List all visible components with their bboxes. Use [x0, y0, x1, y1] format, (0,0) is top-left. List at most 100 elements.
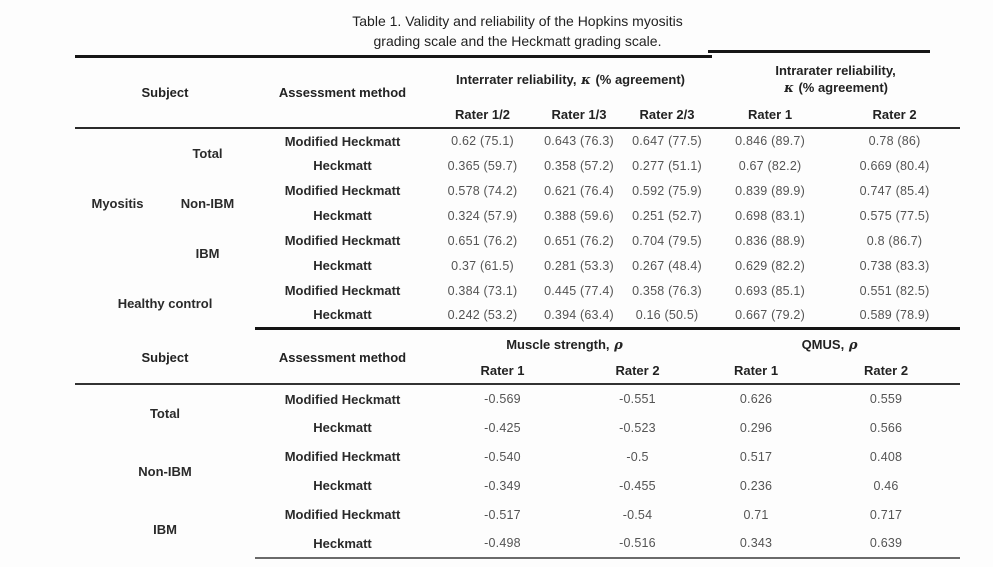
value-cell: -0.349	[484, 478, 521, 493]
table-row: Non-IBM Modified Heckmatt 0.578 (74.2) 0…	[75, 178, 960, 211]
value-cell: 0.251 (52.7)	[632, 208, 702, 223]
value-cell: -0.551	[619, 392, 656, 406]
row-group-myositis: Myositis	[91, 196, 144, 211]
interrater-agreement-label: (% agreement)	[595, 72, 686, 87]
kappa-symbol: κ	[784, 80, 794, 96]
value-cell: 0.621 (76.4)	[544, 183, 614, 198]
header-qmus-rater-2: Rater 2	[812, 358, 961, 385]
value-cell: 0.236	[739, 478, 773, 493]
header-rater-1-3: Rater 1/3	[535, 102, 623, 129]
table-row: IBM Modified Heckmatt 0.651 (76.2) 0.651…	[75, 228, 960, 261]
value-cell: 0.8 (86.7)	[866, 233, 923, 248]
value-cell: 0.358 (57.2)	[544, 158, 614, 173]
value-cell: 0.324 (57.9)	[447, 208, 518, 223]
value-cell: 0.566	[869, 420, 903, 435]
header-subject: Subject	[75, 58, 255, 129]
value-cell: 0.242 (53.2)	[430, 303, 535, 330]
value-cell: 0.394 (63.4)	[535, 303, 623, 330]
value-cell: 0.408	[869, 449, 903, 464]
method-cell: Heckmatt	[255, 303, 430, 330]
value-cell: 0.16 (50.5)	[623, 303, 712, 330]
value-cell: 0.384 (73.1)	[447, 283, 518, 298]
value-cell: 0.651 (76.2)	[544, 233, 614, 248]
value-cell: -0.425	[484, 420, 521, 435]
value-cell: 0.277 (51.1)	[632, 158, 702, 173]
value-cell: 0.643 (76.3)	[544, 134, 614, 148]
value-cell: 0.747 (85.4)	[859, 183, 930, 198]
method-cell: Heckmatt	[313, 478, 372, 493]
header-rater-2-3: Rater 2/3	[623, 102, 712, 129]
intrarater-label: Intrarater reliability,	[775, 62, 896, 78]
value-cell: 0.365 (59.7)	[447, 158, 518, 173]
value-cell: -0.516	[575, 529, 701, 559]
header-assessment-method: Assessment method	[255, 331, 430, 385]
method-cell: Modified Heckmatt	[284, 507, 401, 522]
value-cell: 0.388 (59.6)	[544, 208, 614, 223]
reliability-table: Subject Assessment method Interrater rel…	[75, 58, 961, 330]
subject-healthy-control: Healthy control	[117, 295, 213, 311]
value-cell: 0.62 (75.1)	[451, 134, 514, 148]
rho-symbol: ρ	[614, 337, 623, 353]
muscle-strength-label: Muscle strength,	[506, 336, 610, 352]
value-cell: 0.639	[812, 529, 961, 559]
table-row: Heckmatt 0.365 (59.7) 0.358 (57.2) 0.277…	[75, 153, 960, 178]
method-cell: Modified Heckmatt	[284, 233, 401, 248]
header-muscle-rater-1: Rater 1	[430, 358, 575, 385]
value-cell: -0.54	[622, 507, 653, 522]
method-cell: Heckmatt	[313, 258, 372, 273]
header-subject: Subject	[75, 331, 255, 385]
subject-non-ibm: Non-IBM	[180, 195, 235, 211]
top-rule-left-segment	[75, 55, 712, 58]
value-cell: -0.540	[484, 449, 521, 464]
subject-total: Total	[149, 406, 181, 421]
value-cell: 0.592 (75.9)	[632, 183, 702, 198]
value-cell: 0.267 (48.4)	[632, 258, 702, 273]
table-row: Heckmatt -0.349 -0.455 0.236 0.46	[75, 471, 960, 500]
method-cell: Modified Heckmatt	[284, 283, 401, 298]
table-title: Table 1. Validity and reliability of the…	[75, 12, 960, 51]
subject-ibm: IBM	[195, 245, 220, 261]
intrarater-agreement-label: (% agreement)	[798, 79, 889, 95]
value-cell: 0.296	[739, 420, 773, 435]
qmus-label: QMUS,	[801, 336, 845, 352]
value-cell: 0.46	[873, 478, 899, 493]
value-cell: 0.626	[739, 392, 773, 406]
table-row: Heckmatt -0.425 -0.523 0.296 0.566	[75, 413, 960, 442]
value-cell: 0.693 (85.1)	[735, 283, 805, 298]
method-cell: Heckmatt	[255, 529, 430, 559]
value-cell: 0.559	[869, 392, 903, 406]
table-row: Heckmatt 0.242 (53.2) 0.394 (63.4) 0.16 …	[75, 303, 961, 330]
header-rater-1-2: Rater 1/2	[430, 102, 535, 129]
value-cell: 0.717	[869, 507, 903, 522]
value-cell: 0.517	[739, 449, 773, 464]
table-row: Total Modified Heckmatt -0.569 -0.551 0.…	[75, 384, 960, 422]
table-row: IBM Modified Heckmatt -0.517 -0.54 0.71 …	[75, 500, 960, 537]
value-cell: -0.5	[626, 449, 649, 464]
method-cell: Modified Heckmatt	[284, 133, 401, 149]
value-cell: 0.71	[743, 507, 769, 522]
value-cell: 0.839 (89.9)	[735, 183, 805, 198]
method-cell: Modified Heckmatt	[284, 391, 401, 407]
value-cell: 0.836 (88.9)	[735, 233, 805, 248]
value-cell: 0.343	[700, 529, 813, 559]
value-cell: -0.517	[484, 507, 521, 522]
subject-non-ibm: Non-IBM	[138, 463, 192, 479]
header-intrarater-reliability: Intrarater reliability, κ (% agreement)	[711, 58, 960, 102]
value-cell: 0.578 (74.2)	[447, 183, 518, 198]
value-cell: 0.667 (79.2)	[711, 303, 830, 330]
value-cell: 0.846 (89.7)	[735, 134, 805, 148]
value-cell: 0.37 (61.5)	[451, 258, 514, 273]
table-row: Heckmatt 0.37 (61.5) 0.281 (53.3) 0.267 …	[75, 253, 960, 278]
value-cell: 0.551 (82.5)	[859, 283, 930, 298]
correlation-table: Subject Assessment method Muscle strengt…	[75, 331, 961, 559]
header-intra-rater-1: Rater 1	[711, 102, 830, 129]
value-cell: 0.704 (79.5)	[632, 233, 702, 248]
value-cell: 0.78 (86)	[868, 134, 921, 148]
method-cell: Heckmatt	[313, 208, 372, 223]
method-cell: Modified Heckmatt	[284, 183, 401, 198]
header-muscle-strength: Muscle strength, ρ	[430, 331, 700, 358]
value-cell: 0.589 (78.9)	[829, 303, 961, 330]
header-interrater-reliability: Interrater reliability, κ (% agreement)	[430, 58, 711, 102]
value-cell: 0.67 (82.2)	[738, 158, 802, 173]
